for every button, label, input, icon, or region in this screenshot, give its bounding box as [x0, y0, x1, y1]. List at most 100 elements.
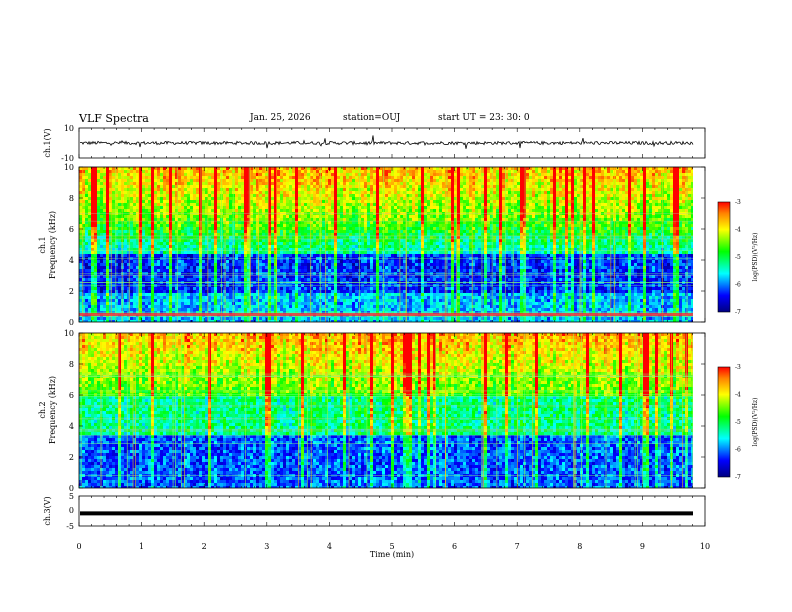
spectrogram-cell [235, 191, 238, 194]
spectrogram-cell [316, 227, 319, 230]
spectrogram-cell [643, 209, 646, 212]
spectrogram-cell [160, 185, 163, 188]
spectrogram-cell [676, 194, 679, 197]
spectrogram-cell [370, 230, 373, 233]
spectrogram-cell [556, 167, 559, 170]
spectrogram-cell [430, 185, 433, 188]
spectrogram-cell [655, 200, 658, 203]
spectrogram-cell [286, 206, 289, 209]
spectrogram-cell [214, 215, 217, 218]
spectrogram-cell [340, 176, 343, 179]
spectrogram-cell [211, 227, 214, 230]
spectrogram-cell [535, 233, 538, 236]
spectrogram-cell [352, 221, 355, 224]
spectrogram-cell [322, 227, 325, 230]
spectrogram-cell [127, 221, 130, 224]
spectrogram-cell [274, 170, 277, 173]
spectrogram-cell [373, 218, 376, 221]
spectrogram-cell [268, 194, 271, 197]
spectrogram-cell [109, 227, 112, 230]
spectrogram-cell [679, 176, 682, 179]
spectrogram-cell [142, 224, 145, 227]
spectrogram-cell [148, 176, 151, 179]
spectrogram-cell [169, 200, 172, 203]
spectrogram-cell [625, 230, 628, 233]
spectrogram-cell [364, 185, 367, 188]
spectrogram-cell [172, 170, 175, 173]
spectrogram-cell [346, 173, 349, 176]
spectrogram-cell [475, 233, 478, 236]
spectrogram-cell [679, 218, 682, 221]
spectrogram-cell [166, 203, 169, 206]
spectrogram-cell [94, 230, 97, 233]
spectrogram-cell [403, 179, 406, 182]
spectrogram-cell [571, 230, 574, 233]
spectrogram-cell [517, 221, 520, 224]
spectrogram-cell [169, 215, 172, 218]
spectrogram-cell [532, 170, 535, 173]
spectrogram-cell [301, 173, 304, 176]
spectrogram-cell [154, 221, 157, 224]
spectrogram-cell [289, 209, 292, 212]
spectrogram-cell [190, 188, 193, 191]
spectrogram-cell [343, 218, 346, 221]
spectrogram-cell [454, 197, 457, 200]
spectrogram-cell [241, 179, 244, 182]
spectrogram-cell [607, 167, 610, 170]
spectrogram-cell [313, 188, 316, 191]
spectrogram-cell [361, 197, 364, 200]
spectrogram-cell [559, 230, 562, 233]
spectrogram-cell [568, 182, 571, 185]
spectrogram-cell [511, 236, 514, 239]
spectrogram-cell [286, 188, 289, 191]
spectrogram-cell [580, 167, 583, 170]
spectrogram-cell [649, 215, 652, 218]
spectrogram-cell [337, 218, 340, 221]
spectrogram-cell [313, 191, 316, 194]
spectrogram-cell [202, 233, 205, 236]
spectrogram-cell [148, 236, 151, 239]
spectrogram-cell [133, 233, 136, 236]
spectrogram-cell [679, 167, 682, 170]
spectrogram-cell [460, 227, 463, 230]
spectrogram-cell [493, 170, 496, 173]
spectrogram-cell [577, 185, 580, 188]
spectrogram-cell [634, 197, 637, 200]
spectrogram-cell [145, 170, 148, 173]
spectrogram-cell [673, 200, 676, 203]
spectrogram-cell [394, 221, 397, 224]
spectrogram-cell [271, 179, 274, 182]
spectrogram-cell [310, 179, 313, 182]
spectrogram-cell [247, 233, 250, 236]
spectrogram-cell [301, 182, 304, 185]
spectrogram-cell [490, 221, 493, 224]
spectrogram-cell [229, 185, 232, 188]
spectrogram-cell [505, 203, 508, 206]
spectrogram-cell [508, 224, 511, 227]
spectrogram-cell [637, 224, 640, 227]
spectrogram-cell [151, 233, 154, 236]
spectrogram-cell [391, 200, 394, 203]
spectrogram-cell [361, 215, 364, 218]
spectrogram-cell [415, 227, 418, 230]
spectrogram-cell [265, 215, 268, 218]
spectrogram-cell [601, 227, 604, 230]
spectrogram-cell [511, 209, 514, 212]
spectrogram-cell [268, 167, 271, 170]
spectrogram-cell [424, 215, 427, 218]
spectrogram-cell [601, 215, 604, 218]
spectrogram-cell [367, 218, 370, 221]
spectrogram-cell [106, 221, 109, 224]
spectrogram-cell [190, 170, 193, 173]
spectrogram-cell [646, 173, 649, 176]
spectrogram-cell [550, 230, 553, 233]
spectrogram-cell [685, 233, 688, 236]
spectrogram-cell [145, 218, 148, 221]
spectrogram-cell [361, 176, 364, 179]
spectrogram-cell [562, 191, 565, 194]
spectrogram-cell [211, 182, 214, 185]
ch1-ytick-top: 10 [64, 124, 74, 133]
spectrogram-cell [337, 173, 340, 176]
spectrogram-cell [187, 236, 190, 239]
spectrogram-cell [436, 200, 439, 203]
